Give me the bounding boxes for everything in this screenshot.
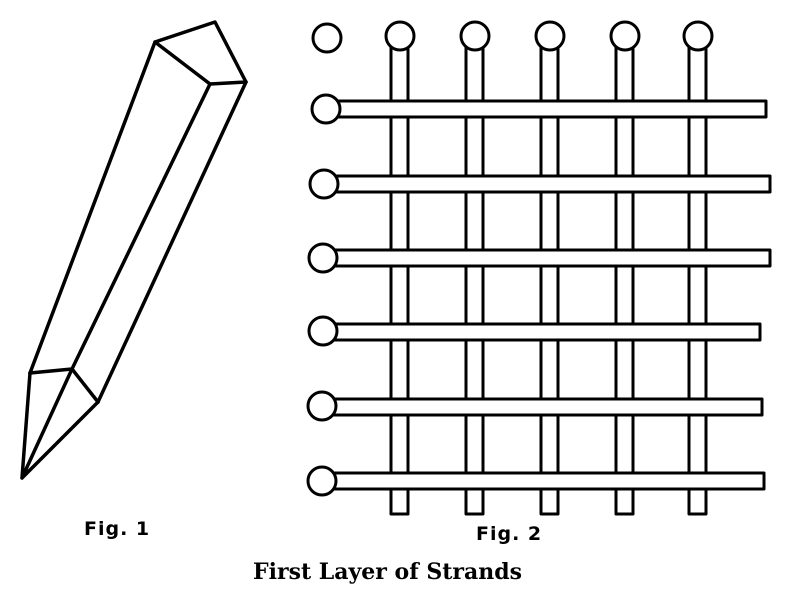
horizontal-knob [308, 168, 340, 200]
fig1-label: Fig. 1 [84, 518, 151, 540]
figure-caption: First Layer of Strands [253, 559, 522, 585]
horizontal-strand [328, 322, 762, 342]
pointed-stick-drawing [20, 20, 248, 480]
horizontal-knob [306, 390, 338, 422]
stick-top-face [153, 20, 248, 86]
stick-right-edge [96, 80, 248, 404]
horizontal-strand [328, 471, 766, 491]
horizontal-strand [328, 397, 764, 417]
stick-tip [20, 367, 100, 480]
vertical-knob [459, 20, 491, 52]
corner-knob [311, 22, 343, 54]
vertical-knob [534, 20, 566, 52]
stick-ridge-edge [70, 82, 212, 371]
horizontal-knob [310, 93, 342, 125]
horizontal-strand [328, 174, 772, 194]
horizontal-strands [328, 99, 772, 491]
fig2-label: Fig. 2 [476, 523, 543, 545]
stick-left-edge [28, 40, 157, 375]
horizontal-knob [307, 242, 339, 274]
horizontal-knob [307, 315, 339, 347]
horizontal-knobs [306, 93, 342, 497]
vertical-knob [609, 20, 641, 52]
weave-drawing [306, 20, 772, 516]
stick-point-base [28, 367, 74, 375]
horizontal-strand [328, 99, 768, 119]
vertical-knob [384, 20, 416, 52]
stick-point-base-2 [70, 367, 100, 404]
vertical-knobs [384, 20, 714, 52]
horizontal-knob [306, 465, 338, 497]
horizontal-strand [328, 248, 772, 268]
vertical-knob [682, 20, 714, 52]
